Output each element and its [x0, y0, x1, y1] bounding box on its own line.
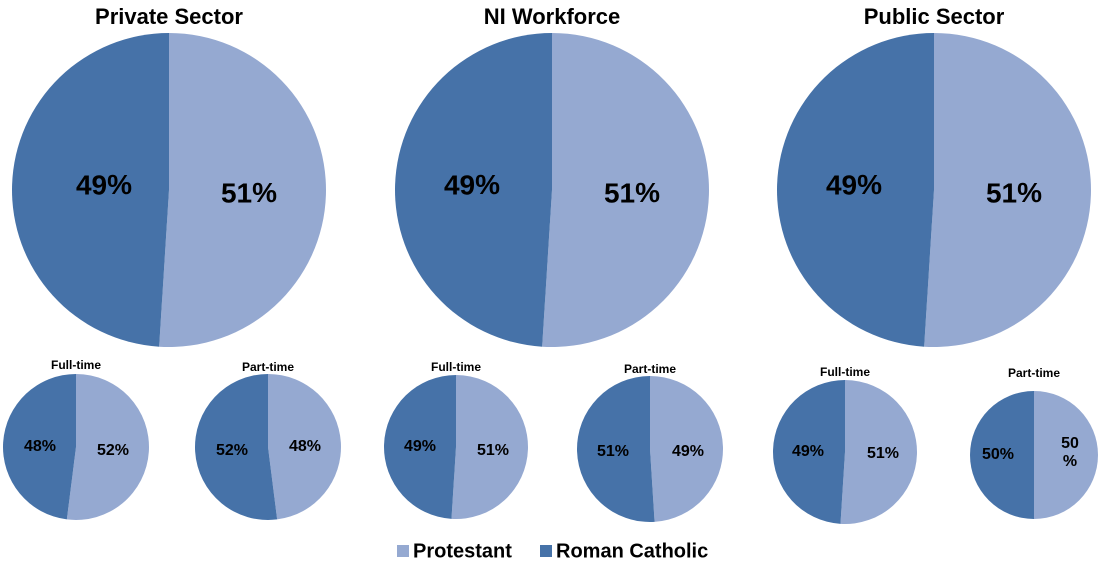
pie-slice [970, 391, 1034, 519]
pie-slice [924, 33, 1091, 347]
data-label: 49% [672, 443, 704, 460]
pie-title: Part-time [1008, 366, 1060, 380]
pie-slice [12, 33, 169, 347]
pie-slice [384, 375, 456, 519]
pie-slice [268, 374, 341, 520]
pie-slice [451, 375, 529, 519]
data-label: 49% [792, 443, 824, 460]
data-label: 48% [289, 438, 321, 455]
data-label: 51% [597, 443, 629, 460]
pie-title: Part-time [242, 360, 294, 374]
pie-title: Full-time [51, 358, 101, 372]
pie-title: Part-time [624, 362, 676, 376]
pie-slice [395, 33, 552, 347]
pie-chart: Part-time 50 % 50% [970, 366, 1098, 519]
pie-chart: Full-time 51% 49% [384, 360, 529, 519]
legend-swatch [397, 545, 409, 557]
pie-slice [542, 33, 710, 347]
legend-label: Roman Catholic [556, 540, 708, 562]
legend: Protestant Roman Catholic [397, 540, 708, 562]
pie-chart: Public Sector 51% 49% [777, 4, 1091, 347]
pie-slice [777, 33, 934, 347]
data-label: 51% [604, 177, 660, 208]
pie-title: NI Workforce [484, 4, 621, 29]
pie-chart: Full-time 51% 49% [772, 365, 917, 524]
data-label: 49% [444, 169, 500, 200]
pie-slice [194, 374, 278, 520]
pie-chart: Full-time 52% 48% [3, 358, 150, 520]
data-label: 51% [477, 442, 509, 459]
data-label: 48% [24, 438, 56, 455]
pie-slice [1034, 391, 1098, 519]
pie-chart: Private Sector 51% 49% [12, 4, 327, 347]
data-label: 52% [97, 442, 129, 459]
legend-label: Protestant [413, 540, 512, 562]
pie-slice [650, 376, 724, 522]
data-label: 51% [221, 177, 277, 208]
data-label: 50% [982, 446, 1014, 463]
pie-title: Full-time [820, 365, 870, 379]
pie-slice [66, 374, 150, 520]
data-label: 49% [826, 169, 882, 200]
pie-slice [3, 374, 76, 520]
pie-title: Full-time [431, 360, 481, 374]
pie-slice [772, 380, 845, 524]
data-label: 50% [1061, 435, 1079, 470]
pie-slice [159, 33, 327, 347]
pie-chart: NI Workforce 51% 49% [395, 4, 710, 347]
legend-swatch [540, 545, 552, 557]
pie-chart: Part-time 48% 52% [194, 360, 341, 520]
pie-title: Public Sector [864, 4, 1005, 29]
pie-slice [840, 380, 917, 524]
pie-slice [577, 376, 655, 522]
pie-title: Private Sector [95, 4, 243, 29]
data-label: 51% [867, 445, 899, 462]
data-label: 49% [404, 438, 436, 455]
data-label: 51% [986, 177, 1042, 208]
data-label: 52% [216, 442, 248, 459]
data-label: 49% [76, 169, 132, 200]
pie-chart: Part-time 49% 51% [577, 362, 724, 522]
